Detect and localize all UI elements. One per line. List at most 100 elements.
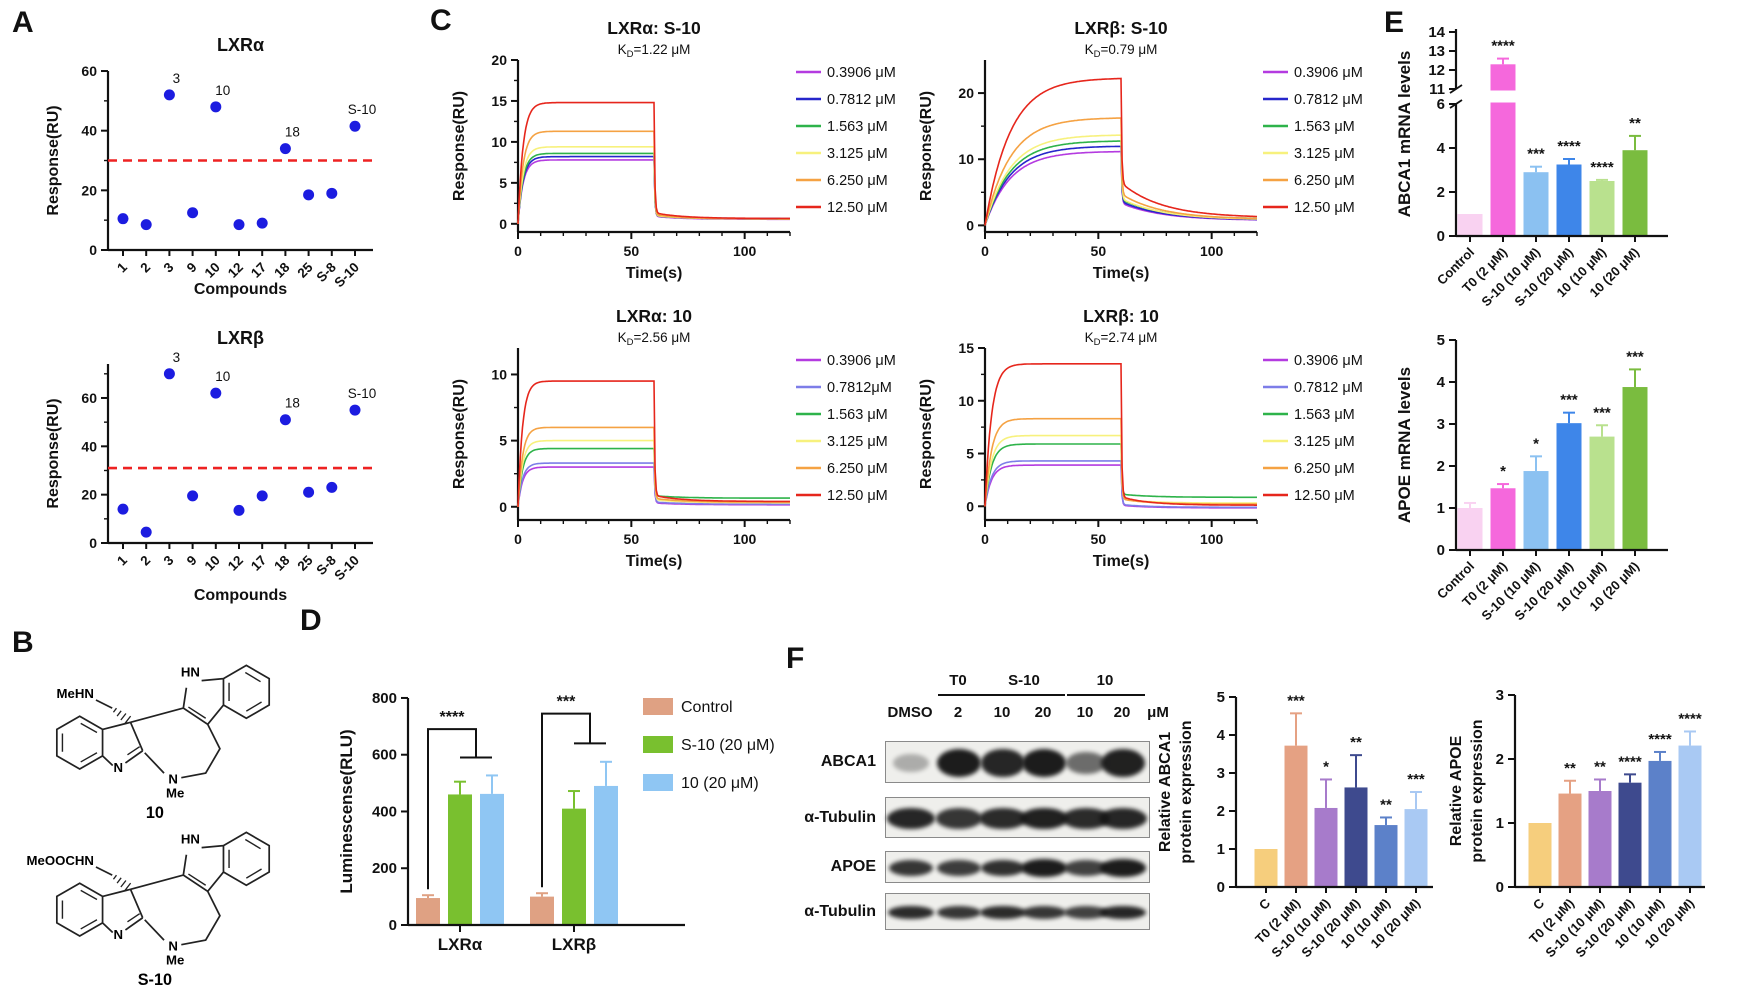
svg-text:****: **** <box>1618 753 1642 770</box>
chart-abca1-mrna: Control****T0 (2 μM)***S-10 (10 μM)****S… <box>1395 24 1668 309</box>
svg-text:0: 0 <box>981 243 989 259</box>
blot-band <box>936 905 982 920</box>
svg-text:4: 4 <box>1437 374 1446 391</box>
svg-text:0: 0 <box>499 216 507 232</box>
ring-n-label: N <box>114 927 124 942</box>
svg-text:Compounds: Compounds <box>194 281 287 298</box>
panel-a-label: A <box>12 6 34 39</box>
svg-text:11: 11 <box>1429 81 1445 98</box>
hashed-wedge <box>112 874 132 892</box>
svg-text:12.50 μM: 12.50 μM <box>1294 488 1355 504</box>
svg-text:1.563 μM: 1.563 μM <box>1294 119 1355 135</box>
svg-text:10: 10 <box>958 393 974 409</box>
svg-text:*: * <box>1533 435 1539 452</box>
svg-text:12: 12 <box>225 260 246 281</box>
scatter-point <box>163 368 175 380</box>
bar <box>448 794 472 925</box>
bar <box>1556 164 1582 236</box>
svg-text:17: 17 <box>248 260 269 281</box>
svg-text:6.250 μM: 6.250 μM <box>1294 461 1355 477</box>
svg-text:50: 50 <box>1091 531 1107 547</box>
svg-text:3: 3 <box>1496 687 1504 704</box>
svg-text:Relative ABCA1: Relative ABCA1 <box>1157 732 1174 852</box>
svg-text:Control: Control <box>681 699 733 716</box>
blot-band <box>888 859 934 877</box>
blot-strip <box>885 851 1150 883</box>
svg-text:0: 0 <box>1496 879 1504 896</box>
blot-band <box>935 808 983 829</box>
bar <box>594 785 618 925</box>
substituent-label: MeHN <box>57 686 94 701</box>
svg-text:0.3906 μM: 0.3906 μM <box>827 65 896 81</box>
svg-text:4: 4 <box>1217 727 1226 744</box>
svg-text:***: *** <box>557 694 576 711</box>
scatter-point <box>326 481 338 493</box>
svg-text:2: 2 <box>137 553 153 569</box>
svg-text:800: 800 <box>372 690 397 707</box>
bar <box>1284 745 1308 887</box>
svg-text:3.125 μM: 3.125 μM <box>1294 146 1355 162</box>
blot-row-label: APOE <box>830 858 876 875</box>
svg-text:100: 100 <box>1200 531 1224 547</box>
scatter-point <box>187 490 199 502</box>
svg-text:1: 1 <box>1437 500 1445 517</box>
svg-text:LXRα: LXRα <box>438 935 483 954</box>
bar <box>562 808 586 925</box>
blot-group-t0: T0 <box>949 672 967 689</box>
scatter-point <box>140 526 152 538</box>
blot-group-underline <box>983 694 1065 696</box>
svg-text:Time(s): Time(s) <box>1093 553 1150 570</box>
scatter-point <box>117 213 129 225</box>
svg-text:KD=1.22 μM: KD=1.22 μM <box>618 42 691 60</box>
blot-band <box>887 807 935 830</box>
svg-text:50: 50 <box>624 243 640 259</box>
svg-text:****: **** <box>1678 710 1702 727</box>
blot-band <box>981 749 1025 777</box>
chart-luminescence: 0 200 400 600 800 LXRα LXRβ Luminescense(RLU) Co… <box>337 690 775 954</box>
svg-text:3.125 μM: 3.125 μM <box>827 434 888 450</box>
svg-text:9: 9 <box>184 260 200 276</box>
svg-text:600: 600 <box>372 747 397 764</box>
svg-text:6: 6 <box>1437 96 1445 113</box>
blot-band <box>979 808 1027 829</box>
bar <box>1314 807 1338 887</box>
svg-text:5: 5 <box>966 446 974 462</box>
panel-e-label: E <box>1384 6 1405 39</box>
blot-band <box>937 748 981 778</box>
scatter-point <box>210 101 222 113</box>
scatter-point <box>163 89 175 101</box>
svg-text:0.3906 μM: 0.3906 μM <box>1294 65 1363 81</box>
svg-text:ABCA1 mRNA levels: ABCA1 mRNA levels <box>1395 51 1414 218</box>
bar <box>1490 64 1516 236</box>
svg-text:6.250 μM: 6.250 μM <box>827 173 888 189</box>
svg-text:S-10: S-10 <box>331 260 362 291</box>
svg-text:***: *** <box>1560 392 1578 409</box>
svg-text:0: 0 <box>514 531 522 547</box>
double-bonds <box>61 671 262 763</box>
svg-text:100: 100 <box>733 243 757 259</box>
svg-text:***: *** <box>1626 348 1644 365</box>
scatter-point <box>233 504 245 516</box>
svg-text:10: 10 <box>202 553 223 574</box>
substituent-label: MeOOCHN <box>27 853 94 868</box>
blot-group-underline <box>1067 694 1145 696</box>
svg-text:5: 5 <box>499 433 507 449</box>
svg-text:0: 0 <box>89 535 97 551</box>
svg-text:3: 3 <box>173 350 181 365</box>
svg-text:0: 0 <box>981 531 989 547</box>
svg-text:LXRα: S-10: LXRα: S-10 <box>607 18 701 38</box>
amine-n-label: N <box>168 938 178 953</box>
svg-text:2: 2 <box>1437 458 1445 475</box>
blot-lane-label: 20 <box>1034 704 1052 721</box>
spr-curve <box>517 101 790 224</box>
nh-label: HN <box>181 665 200 680</box>
svg-text:12: 12 <box>225 553 246 574</box>
svg-text:13: 13 <box>1428 43 1445 60</box>
svg-text:18: 18 <box>271 259 293 281</box>
chart-apoe-mrna: Control*T0 (2 μM)*S-10 (10 μM)***S-10 (2… <box>1395 332 1668 623</box>
svg-text:25: 25 <box>294 259 316 281</box>
svg-text:0.7812 μM: 0.7812 μM <box>827 92 896 108</box>
blot-group-10: 10 <box>1096 672 1114 689</box>
bar <box>1344 787 1368 887</box>
